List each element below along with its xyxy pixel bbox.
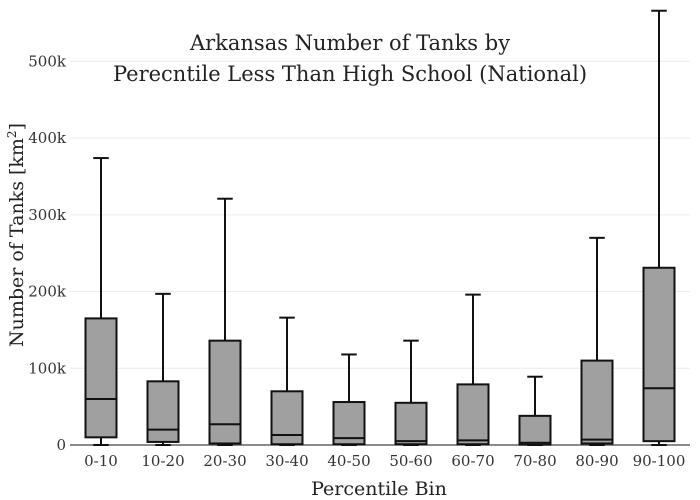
x-tick-label: 60-70 bbox=[451, 452, 494, 470]
y-axis-title-superscript: 2 bbox=[5, 130, 19, 138]
y-axis-title-close: ] bbox=[6, 123, 28, 130]
chart-title-line-1: Arkansas Number of Tanks by bbox=[189, 31, 510, 55]
box-iqr bbox=[642, 266, 676, 443]
y-axis-tick-labels: 0 100k 200k 300k 400k 500k bbox=[28, 52, 67, 454]
box-90-100 bbox=[642, 9, 676, 446]
x-tick-label: 30-40 bbox=[265, 452, 308, 470]
y-tick-label: 100k bbox=[28, 359, 67, 377]
box-iqr bbox=[456, 383, 490, 446]
box-iqr bbox=[146, 380, 180, 443]
box-50-60 bbox=[394, 339, 428, 446]
x-tick-label: 70-80 bbox=[513, 452, 556, 470]
y-tick-label: 400k bbox=[28, 129, 67, 147]
box-40-50 bbox=[332, 353, 366, 446]
box-20-30 bbox=[208, 197, 242, 446]
y-tick-label: 300k bbox=[28, 206, 67, 224]
x-axis-tick-labels: 0-10 10-20 20-30 30-40 40-50 50-60 60-70 70-80 8… bbox=[84, 452, 685, 470]
y-axis-title: Number of Tanks [km2] bbox=[5, 123, 28, 347]
box-iqr bbox=[208, 339, 242, 445]
box-iqr bbox=[394, 401, 428, 446]
box-iqr bbox=[518, 414, 552, 446]
y-tick-label: 200k bbox=[28, 283, 67, 301]
box-iqr bbox=[270, 390, 304, 446]
box-30-40 bbox=[270, 316, 304, 446]
box-80-90 bbox=[580, 236, 614, 446]
x-tick-label: 40-50 bbox=[327, 452, 370, 470]
x-tick-label: 90-100 bbox=[633, 452, 686, 470]
x-tick-label: 0-10 bbox=[84, 452, 118, 470]
y-tick-label: 500k bbox=[28, 52, 67, 70]
x-axis-title: Percentile Bin bbox=[311, 478, 447, 500]
box-60-70 bbox=[456, 293, 490, 446]
y-grid bbox=[70, 60, 690, 446]
box-series bbox=[84, 9, 676, 446]
chart-title-line-2: Perecntile Less Than High School (Nation… bbox=[113, 62, 587, 86]
y-tick-label: 0 bbox=[56, 436, 66, 454]
x-tick-label: 10-20 bbox=[141, 452, 184, 470]
box-0-10 bbox=[84, 157, 118, 446]
y-axis-title-text: Number of Tanks [km bbox=[6, 138, 28, 347]
x-tick-label: 80-90 bbox=[575, 452, 618, 470]
box-10-20 bbox=[146, 292, 180, 446]
x-tick-label: 50-60 bbox=[389, 452, 432, 470]
box-70-80 bbox=[518, 375, 552, 446]
box-iqr bbox=[580, 359, 614, 445]
box-iqr bbox=[84, 317, 118, 439]
x-tick-label: 20-30 bbox=[203, 452, 246, 470]
